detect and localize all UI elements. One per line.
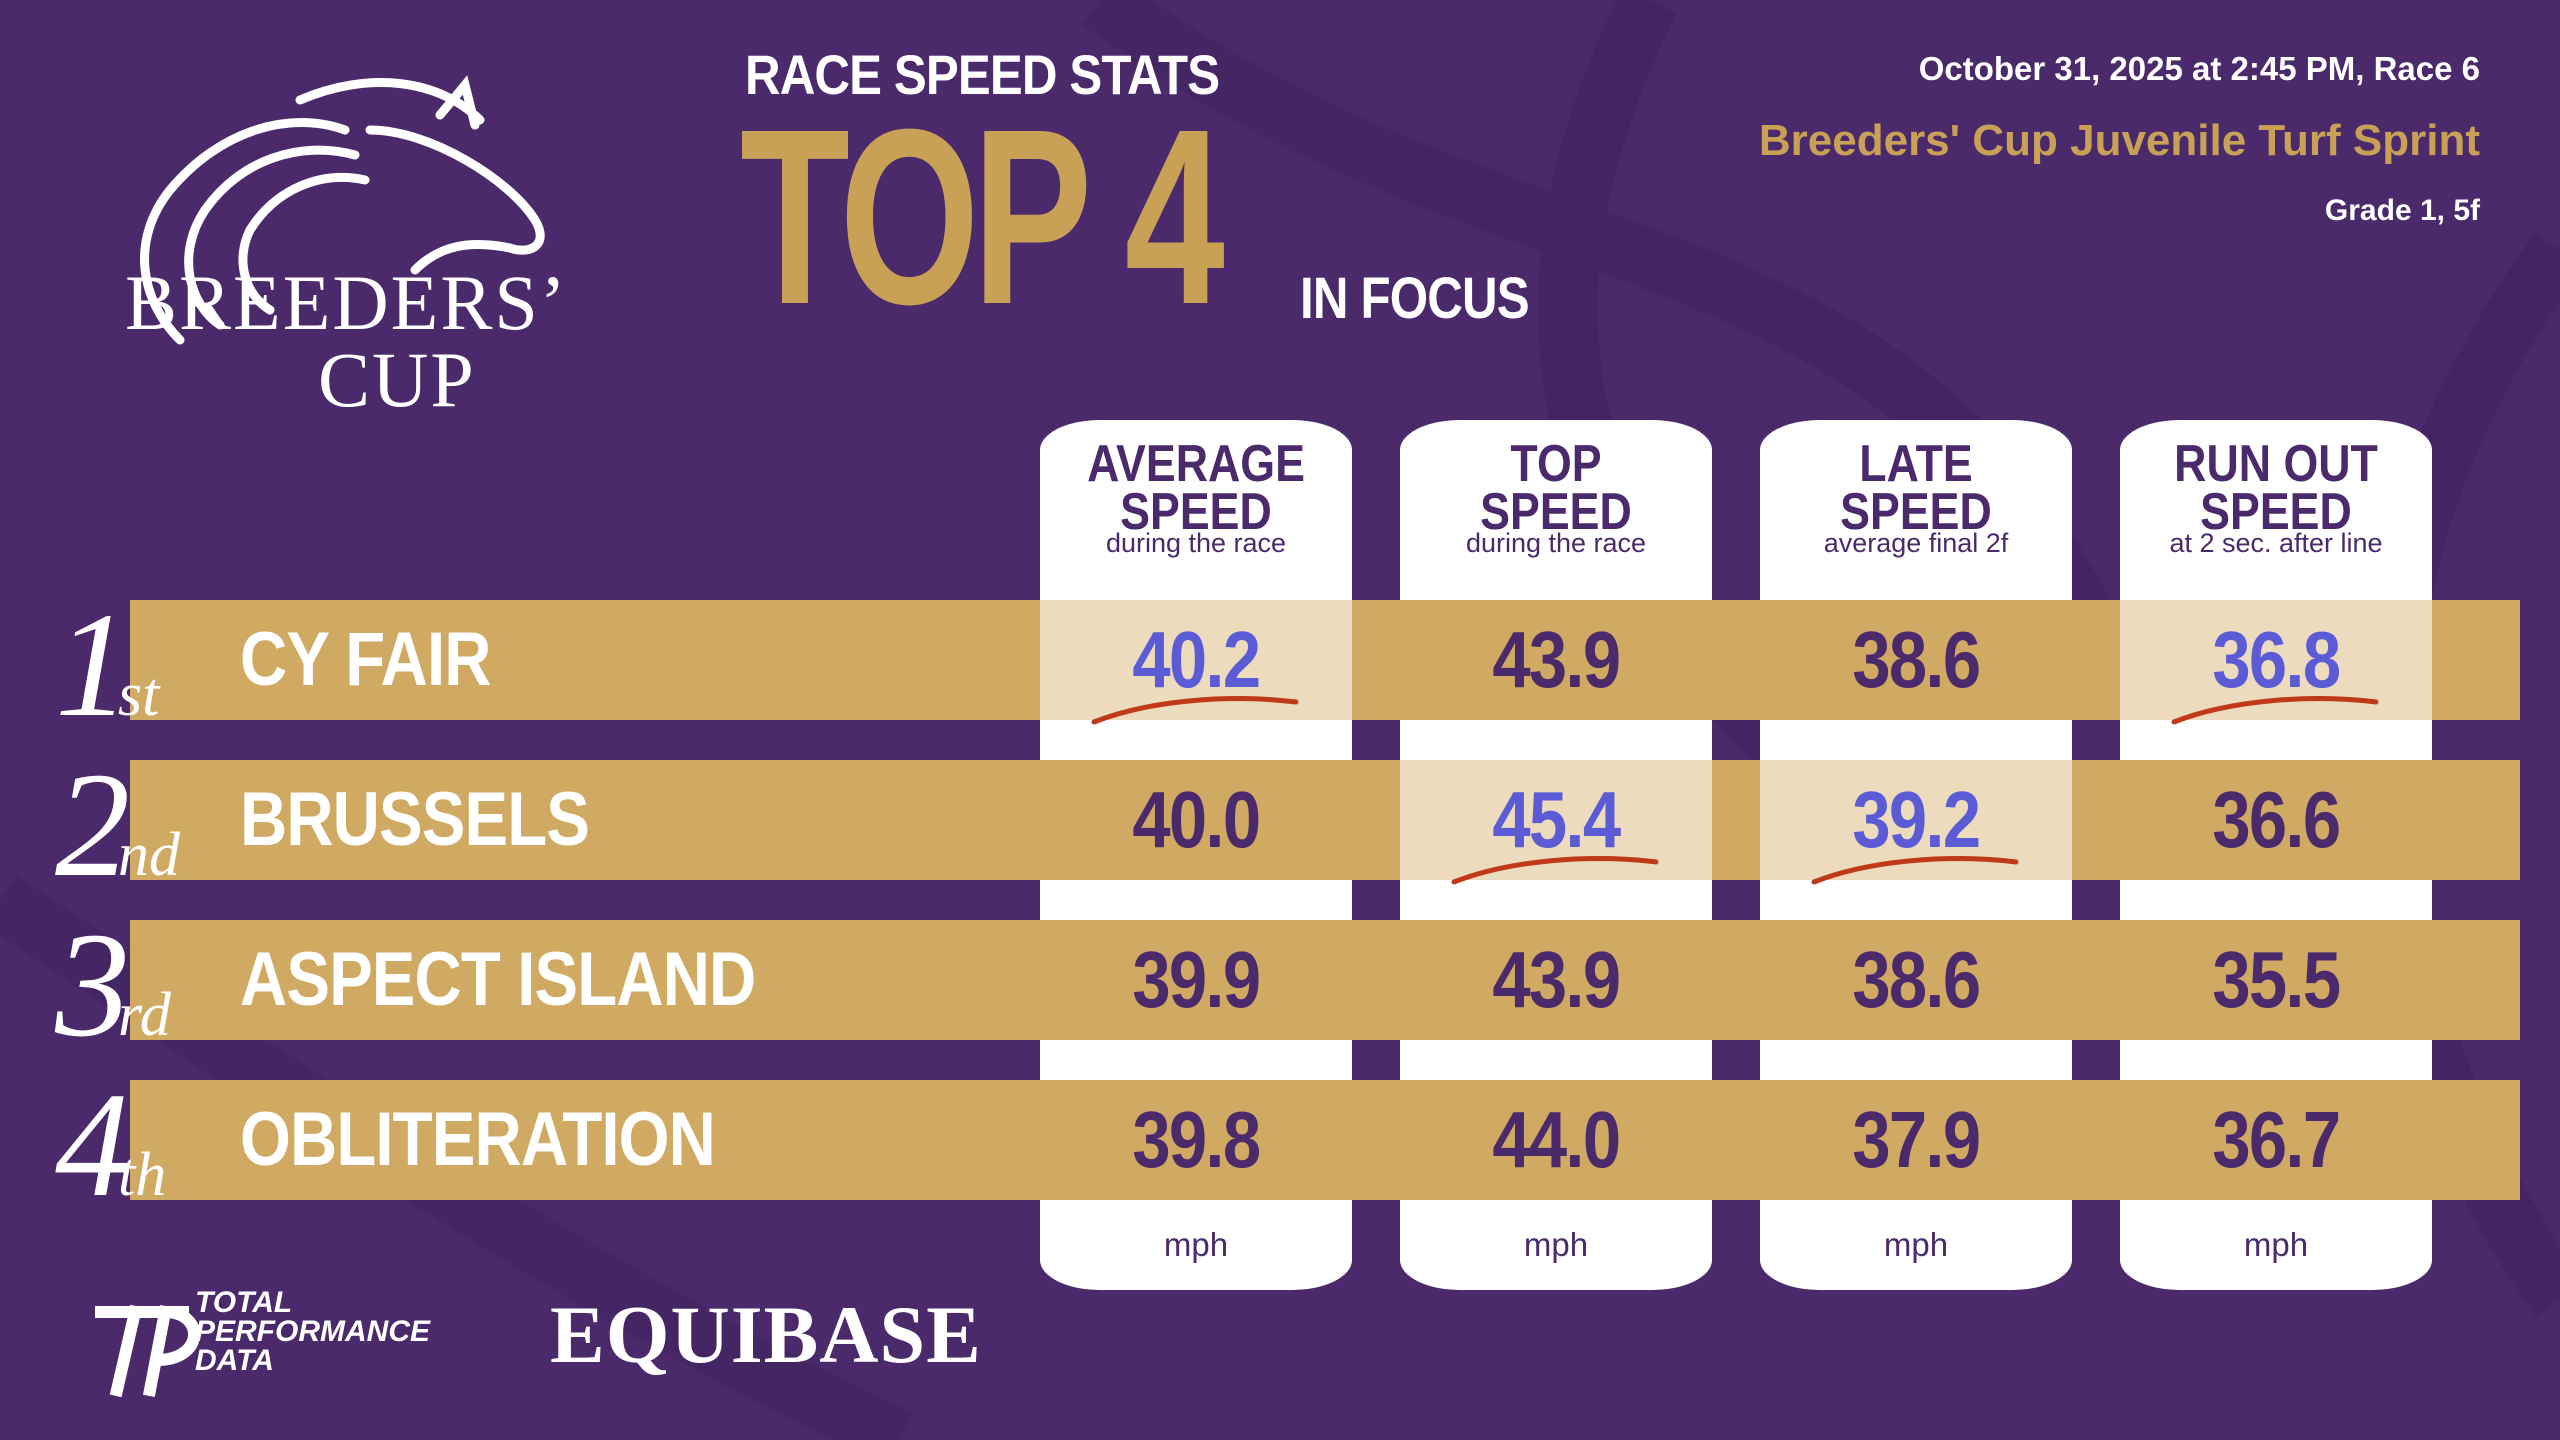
column-subtitle: at 2 sec. after line <box>2169 528 2383 558</box>
rank-suffix: rd <box>118 981 171 1049</box>
race-grade: Grade 1, 5f <box>2324 194 2480 227</box>
speed-value: 37.9 <box>1760 1080 2072 1200</box>
speed-number: 36.6 <box>2212 775 2341 864</box>
equibase-logo: EQUIBASE <box>550 1289 982 1380</box>
column-unit: mph <box>2243 1226 2309 1263</box>
rank-number: 3 <box>55 902 130 1068</box>
column-title: RUN OUT SPEED <box>2174 435 2378 541</box>
column-subtitle: during the race <box>1465 528 1647 558</box>
highlight-underline <box>1451 856 1659 885</box>
column-unit: mph <box>1883 1226 1949 1263</box>
logo-text-cup: CUP <box>318 336 476 423</box>
speed-value: 44.0 <box>1400 1080 1712 1200</box>
speed-value: 38.6 <box>1760 920 2072 1040</box>
speed-value: 38.6 <box>1760 600 2072 720</box>
result-row-bar: ASPECT ISLAND <box>130 920 2520 1040</box>
speed-value: 36.7 <box>2120 1080 2432 1200</box>
speed-value: 43.9 <box>1400 600 1712 720</box>
in-focus-label: IN FOCUS <box>1300 266 1530 331</box>
horse-name: OBLITERATION <box>240 1097 716 1182</box>
speed-number: 40.0 <box>1132 775 1261 864</box>
speed-number: 43.9 <box>1492 935 1621 1024</box>
column-unit: mph <box>1523 1226 1589 1263</box>
race-speed-stats-label: RACE SPEED STATS <box>745 43 1220 106</box>
finish-rank: 1st <box>55 590 225 740</box>
column-unit: mph <box>1163 1226 1229 1263</box>
speed-number: 39.2 <box>1852 775 1981 864</box>
speed-number: 35.5 <box>2212 935 2341 1024</box>
highlight-underline <box>2171 696 2379 725</box>
result-row-bar: BRUSSELS <box>130 760 2520 880</box>
speed-value-highlighted: 39.2 <box>1760 760 2072 885</box>
breeders-cup-logo <box>110 70 580 410</box>
speed-value: 43.9 <box>1400 920 1712 1040</box>
rank-number: 4 <box>55 1062 130 1228</box>
finish-rank: 2nd <box>55 750 225 900</box>
race-name: Breeders' Cup Juvenile Turf Sprint <box>1758 116 2480 165</box>
speed-number: 40.2 <box>1132 615 1261 704</box>
finish-rank: 4th <box>55 1070 225 1220</box>
highlight-underline <box>1811 856 2019 885</box>
column-title: AVERAGE SPEED <box>1087 435 1305 541</box>
speed-number: 38.6 <box>1852 615 1981 704</box>
speed-number: 36.8 <box>2212 615 2341 704</box>
column-title: TOP SPEED <box>1480 435 1632 541</box>
rank-suffix: nd <box>118 821 180 889</box>
horse-name: BRUSSELS <box>240 777 590 862</box>
speed-value-highlighted: 45.4 <box>1400 760 1712 885</box>
speed-number: 37.9 <box>1852 1095 1981 1184</box>
speed-value-highlighted: 40.2 <box>1040 600 1352 725</box>
result-row-bar: OBLITERATION <box>130 1080 2520 1200</box>
speed-number: 39.8 <box>1132 1095 1261 1184</box>
logo-text-breeders: BREEDERS’ <box>125 259 568 346</box>
speed-number: 36.7 <box>2212 1095 2341 1184</box>
race-date-time: October 31, 2025 at 2:45 PM, Race 6 <box>1918 50 2480 87</box>
speed-value: 39.8 <box>1040 1080 1352 1200</box>
top-4-title: TOP 4 <box>740 77 1225 356</box>
column-subtitle: during the race <box>1105 528 1287 558</box>
rank-suffix: th <box>118 1141 167 1209</box>
column-title: LATE SPEED <box>1840 435 1992 541</box>
speed-number: 44.0 <box>1492 1095 1621 1184</box>
speed-number: 38.6 <box>1852 935 1981 1024</box>
race-info: October 31, 2025 at 2:45 PM, Race 6 Bree… <box>1759 50 2480 228</box>
horse-name: ASPECT ISLAND <box>240 937 756 1022</box>
rank-number: 1 <box>55 582 130 748</box>
speed-number: 39.9 <box>1132 935 1261 1024</box>
speed-value-highlighted: 36.8 <box>2120 600 2432 725</box>
finish-rank: 3rd <box>55 910 225 1060</box>
highlight-underline <box>1091 696 1299 725</box>
horse-name: CY FAIR <box>240 617 491 702</box>
speed-number: 43.9 <box>1492 615 1621 704</box>
speed-number: 45.4 <box>1492 775 1621 864</box>
speed-value: 36.6 <box>2120 760 2432 880</box>
tpd-logo-mark <box>95 1304 200 1398</box>
rank-suffix: st <box>118 661 160 729</box>
speed-value: 39.9 <box>1040 920 1352 1040</box>
tpd-logo-text: TOTAL PERFORMANCE DATA <box>195 1286 431 1377</box>
speed-value: 40.0 <box>1040 760 1352 880</box>
column-subtitle: average final 2f <box>1823 528 2009 558</box>
speed-value: 35.5 <box>2120 920 2432 1040</box>
rank-number: 2 <box>55 742 130 908</box>
